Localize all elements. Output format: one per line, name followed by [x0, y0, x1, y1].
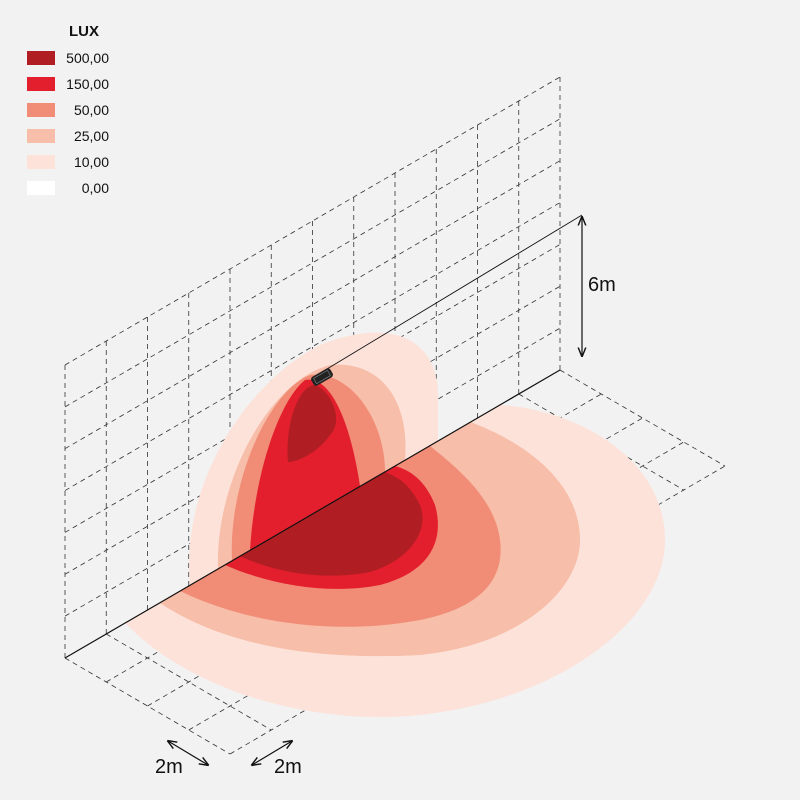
- legend-label: 150,00: [66, 76, 109, 92]
- grid-line: [64, 118, 561, 408]
- grid-line: [64, 327, 561, 617]
- grid-line: [64, 285, 561, 575]
- grid-line: [64, 160, 561, 450]
- luminaire: [311, 368, 333, 386]
- grid-line: [106, 633, 272, 731]
- grid-x-label: 2m: [155, 756, 183, 778]
- legend-label: 10,00: [74, 154, 109, 170]
- legend-label: 0,00: [82, 180, 109, 196]
- grid-y-label: 2m: [274, 756, 302, 778]
- legend-swatch: [27, 155, 55, 169]
- legend-swatch: [27, 51, 55, 65]
- grid-line: [64, 657, 231, 755]
- grid-dimension: [252, 741, 292, 765]
- grid-dimension: [168, 741, 208, 765]
- height-label: 6m: [588, 274, 616, 296]
- legend-swatch: [27, 129, 55, 143]
- legend-swatch: [27, 103, 55, 117]
- zone-500: [240, 472, 423, 576]
- floor-light: [125, 405, 665, 718]
- legend: LUX 500,00 150,00 50,00 25,00 10,00 0,00: [27, 23, 109, 196]
- legend-label: 500,00: [66, 50, 109, 66]
- legend-swatch: [27, 181, 55, 195]
- wall-base: [64, 369, 561, 659]
- legend-label: 25,00: [74, 128, 109, 144]
- mount-line: [321, 214, 583, 373]
- grid-line: [64, 76, 561, 366]
- grid-line: [64, 202, 561, 491]
- grid-line: [559, 369, 726, 467]
- legend-label: 50,00: [74, 102, 109, 118]
- legend-swatch: [27, 77, 55, 91]
- legend-title: LUX: [69, 23, 99, 40]
- wall-light: [189, 332, 439, 585]
- grid-line: [518, 393, 684, 491]
- grid-line: [64, 244, 561, 533]
- zone-500: [287, 385, 337, 462]
